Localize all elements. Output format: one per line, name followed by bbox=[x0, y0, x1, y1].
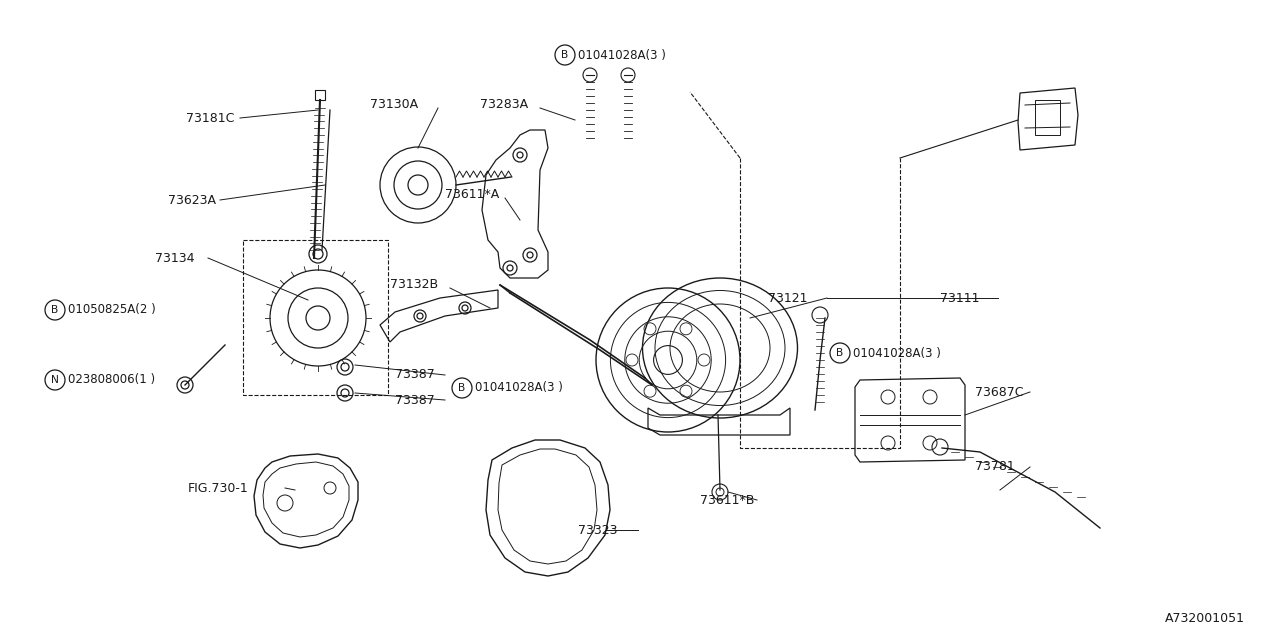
Text: 73134: 73134 bbox=[155, 252, 195, 264]
Text: 73132B: 73132B bbox=[390, 278, 438, 291]
Text: 73781: 73781 bbox=[975, 461, 1015, 474]
Text: 73387: 73387 bbox=[396, 394, 435, 406]
Text: 73687C: 73687C bbox=[975, 385, 1024, 399]
Text: 73611*B: 73611*B bbox=[700, 493, 754, 506]
Text: B: B bbox=[562, 50, 568, 60]
Text: FIG.730-1: FIG.730-1 bbox=[188, 481, 248, 495]
Text: 73121: 73121 bbox=[768, 291, 808, 305]
Text: 73283A: 73283A bbox=[480, 99, 529, 111]
Text: 73611*A: 73611*A bbox=[445, 189, 499, 202]
Text: 73181C: 73181C bbox=[186, 111, 234, 125]
Text: 73111: 73111 bbox=[940, 291, 979, 305]
Text: 73130A: 73130A bbox=[370, 99, 419, 111]
Text: N: N bbox=[51, 375, 59, 385]
Text: 01041028A(3 ): 01041028A(3 ) bbox=[852, 346, 941, 360]
Text: 01041028A(3 ): 01041028A(3 ) bbox=[579, 49, 666, 61]
Text: B: B bbox=[51, 305, 59, 315]
Text: 01050825A(2 ): 01050825A(2 ) bbox=[68, 303, 156, 317]
Text: 73323: 73323 bbox=[579, 524, 617, 536]
Text: B: B bbox=[836, 348, 844, 358]
Bar bbox=[1036, 100, 1060, 135]
Text: 023808006(1 ): 023808006(1 ) bbox=[68, 374, 155, 387]
Text: 01041028A(3 ): 01041028A(3 ) bbox=[475, 381, 563, 394]
Text: B: B bbox=[458, 383, 466, 393]
Text: 73623A: 73623A bbox=[168, 193, 216, 207]
Text: 73387: 73387 bbox=[396, 369, 435, 381]
Bar bbox=[243, 240, 388, 395]
FancyBboxPatch shape bbox=[315, 90, 325, 100]
Text: A732001051: A732001051 bbox=[1165, 611, 1245, 625]
